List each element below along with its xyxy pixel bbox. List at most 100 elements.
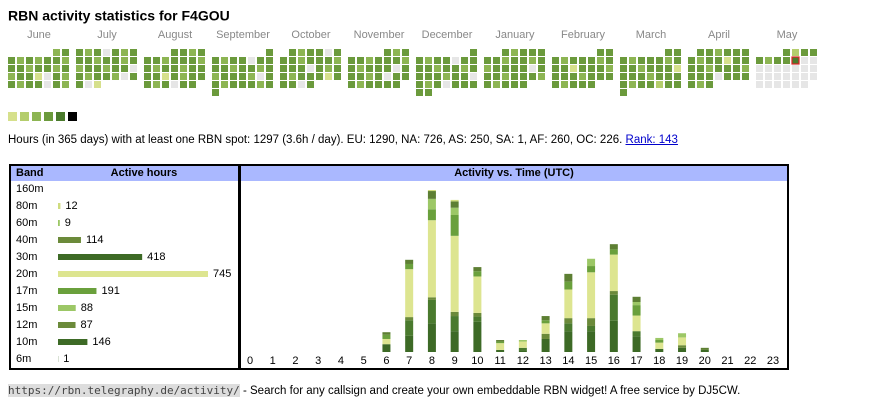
- hour-segment: [609, 320, 618, 352]
- day-cell: [733, 57, 740, 64]
- day-cell: [443, 65, 450, 72]
- day-cell: [529, 73, 536, 80]
- band-bar: [58, 254, 143, 260]
- hour-label: 19: [676, 355, 688, 367]
- day-cell: [153, 73, 160, 80]
- day-cell: [570, 65, 577, 72]
- band-bar: [58, 220, 60, 226]
- day-cell: [8, 73, 15, 80]
- hour-segment: [655, 337, 664, 341]
- hour-segment: [382, 332, 391, 335]
- day-cell: [189, 81, 196, 88]
- hour-label: 3: [315, 355, 321, 367]
- day-cell: [647, 65, 654, 72]
- hour-segment: [564, 289, 573, 319]
- rank-link[interactable]: Rank: 143: [625, 134, 678, 146]
- day-cell: [520, 73, 527, 80]
- day-cell: [792, 49, 799, 56]
- day-cell: [688, 65, 695, 72]
- month-label: August: [158, 29, 192, 41]
- day-cell: [756, 81, 763, 88]
- day-cell: [266, 57, 273, 64]
- hour-segment: [655, 342, 664, 349]
- day-cell: [103, 65, 110, 72]
- hour-segment: [632, 331, 641, 337]
- day-cell: [8, 81, 15, 88]
- day-cell: [26, 57, 33, 64]
- day-cell: [529, 65, 536, 72]
- day-cell: [416, 89, 423, 96]
- hour-segment: [587, 318, 596, 326]
- day-cell: [697, 73, 704, 80]
- hour-segment: [473, 316, 482, 322]
- day-cell: [674, 73, 681, 80]
- day-cell: [239, 65, 246, 72]
- day-cell: [606, 49, 613, 56]
- hour-segment: [564, 281, 573, 290]
- day-cell: [348, 65, 355, 72]
- day-cell: [76, 81, 83, 88]
- day-cell: [665, 81, 672, 88]
- day-cell: [76, 49, 83, 56]
- day-cell: [248, 81, 255, 88]
- legend-swatch: [8, 112, 17, 121]
- band-value: 114: [86, 234, 104, 246]
- day-cell: [144, 81, 151, 88]
- month-label: July: [97, 29, 117, 41]
- day-cell: [366, 65, 373, 72]
- hour-segment: [496, 349, 505, 352]
- day-cell: [53, 65, 60, 72]
- hour-segment: [541, 320, 550, 324]
- hour-segment: [678, 345, 687, 348]
- day-cell: [620, 81, 627, 88]
- day-cell: [162, 65, 169, 72]
- band-panel: [9, 164, 240, 370]
- day-cell: [26, 65, 33, 72]
- day-cell: [266, 73, 273, 80]
- title: RBN activity statistics for F4GOU: [8, 8, 230, 24]
- day-cell: [266, 49, 273, 56]
- day-cell: [230, 65, 237, 72]
- hour-label: 7: [406, 355, 412, 367]
- day-cell: [484, 81, 491, 88]
- day-cell: [230, 57, 237, 64]
- day-cell: [171, 73, 178, 80]
- day-cell: [162, 81, 169, 88]
- day-cell: [94, 57, 101, 64]
- band-value: 88: [81, 302, 93, 314]
- day-cell: [257, 81, 264, 88]
- day-cell: [443, 81, 450, 88]
- day-cell: [597, 73, 604, 80]
- day-cell: [171, 49, 178, 56]
- hour-segment: [632, 301, 641, 306]
- hour-label: 4: [338, 355, 344, 367]
- day-cell: [425, 81, 432, 88]
- day-cell: [307, 73, 314, 80]
- day-cell: [280, 73, 287, 80]
- day-cell: [44, 57, 51, 64]
- day-cell: [112, 57, 119, 64]
- band-label: 60m: [16, 217, 37, 229]
- day-cell: [502, 49, 509, 56]
- day-cell: [801, 57, 808, 64]
- day-cell: [153, 81, 160, 88]
- day-cell: [393, 81, 400, 88]
- band-value: 418: [147, 251, 165, 263]
- day-cell: [17, 81, 24, 88]
- day-cell: [511, 73, 518, 80]
- day-cell: [502, 81, 509, 88]
- band-bar: [58, 203, 61, 209]
- hour-segment: [450, 199, 459, 202]
- day-cell: [402, 73, 409, 80]
- day-cell: [393, 49, 400, 56]
- day-cell: [579, 65, 586, 72]
- day-cell: [697, 57, 704, 64]
- day-cell: [656, 73, 663, 80]
- hour-segment: [541, 338, 550, 352]
- day-cell: [579, 73, 586, 80]
- hour-segment: [609, 294, 618, 321]
- band-label: 20m: [16, 268, 37, 280]
- day-cell: [724, 65, 731, 72]
- day-cell: [606, 65, 613, 72]
- day-cell: [638, 65, 645, 72]
